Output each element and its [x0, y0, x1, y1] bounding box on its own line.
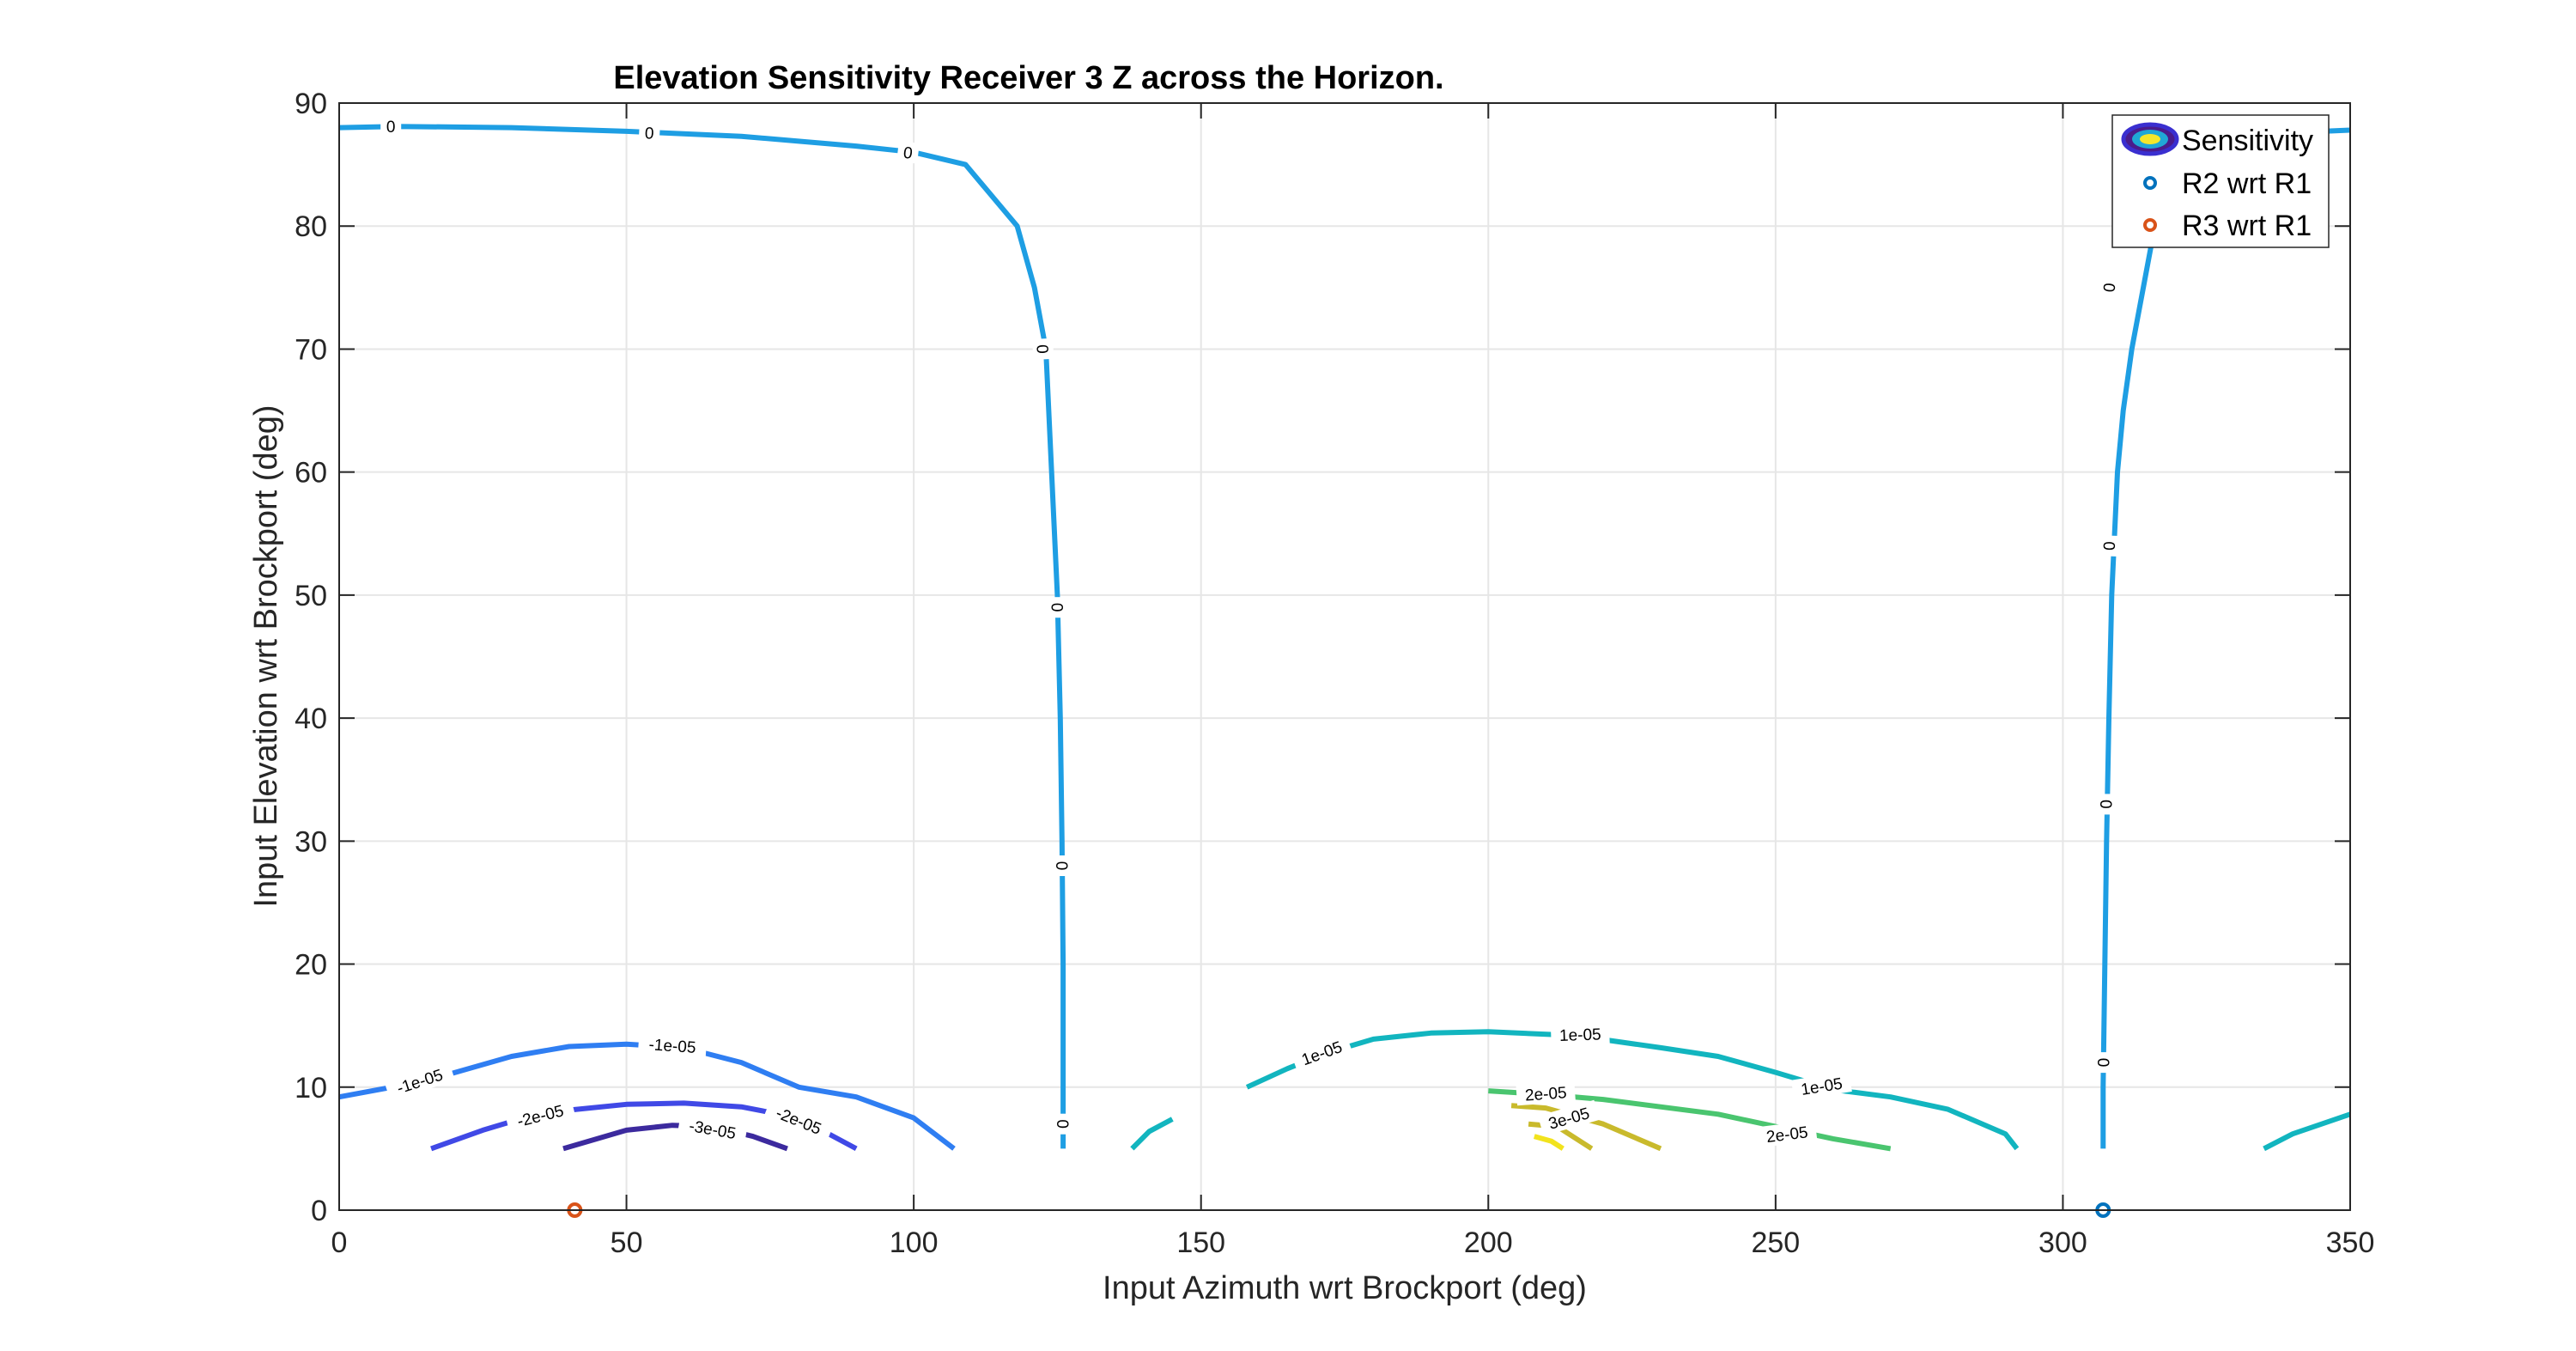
contour-label-1e-05: -1e-05 — [637, 1032, 708, 1058]
x-tick-label: 200 — [1464, 1226, 1513, 1259]
y-tick-label: 80 — [295, 210, 327, 243]
x-tick-label: 50 — [611, 1226, 643, 1259]
svg-text:0: 0 — [386, 119, 396, 137]
svg-text:0: 0 — [2101, 541, 2119, 551]
r3-marker-icon — [2143, 218, 2157, 232]
svg-text:0: 0 — [1053, 1119, 1071, 1129]
y-tick-label: 10 — [295, 1072, 327, 1105]
contour-label-0: 0 — [2097, 276, 2121, 299]
y-tick-label: 0 — [311, 1195, 327, 1227]
svg-text:2e-05: 2e-05 — [1765, 1123, 1809, 1147]
contour-label-0: 0 — [2093, 1052, 2114, 1074]
contour-label-2e-05: -2e-05 — [763, 1098, 835, 1143]
contour-label-2e-05: 2e-05 — [1756, 1120, 1818, 1148]
contour-labels: 0 0 0 0 0 0 0 0 0 0 0 -1e-05 -1e-05 -2e-05 -2e-05 -3e-0… — [380, 116, 2121, 1148]
contour-line-1e-05 — [1245, 1029, 2020, 1151]
svg-text:0: 0 — [2099, 800, 2117, 809]
svg-text:2e-05: 2e-05 — [1524, 1084, 1567, 1105]
y-tick-label: 40 — [295, 703, 327, 735]
legend-item-r3: R3 wrt R1 — [2143, 210, 2312, 242]
legend-item-sensitivity: Sensitivity — [2121, 122, 2313, 157]
legend: Sensitivity R2 wrt R1 R3 wrt R1 — [2111, 114, 2330, 248]
svg-text:-1e-05: -1e-05 — [648, 1036, 696, 1057]
contour-label-2e-05: -2e-05 — [504, 1097, 576, 1134]
svg-text:0: 0 — [1032, 344, 1051, 355]
contour-label-1e-05: 1e-05 — [1291, 1032, 1353, 1073]
grid-lines — [339, 103, 2350, 1210]
svg-text:0: 0 — [1052, 861, 1070, 871]
contour-lines — [338, 124, 2351, 1152]
contour-label-0: 0 — [2098, 535, 2120, 557]
svg-text:0: 0 — [2101, 283, 2120, 293]
contour-label-2e-05: 2e-05 — [1516, 1080, 1576, 1106]
x-tick-label: 350 — [2326, 1226, 2375, 1259]
legend-label-sensitivity: Sensitivity — [2182, 125, 2313, 157]
svg-text:1e-05: 1e-05 — [1559, 1025, 1601, 1045]
contour-label-0: 0 — [1032, 338, 1054, 361]
contour-line-1e-05 — [2263, 1111, 2351, 1152]
contour-label-0: 0 — [1047, 597, 1068, 618]
y-tick-label: 30 — [295, 825, 327, 858]
x-tick-label: 100 — [890, 1226, 939, 1259]
contour-line-4e-05 — [1533, 1134, 1564, 1151]
contour-label-0: 0 — [1051, 855, 1072, 876]
svg-text:-2e-05: -2e-05 — [515, 1102, 565, 1131]
contour-label-1e-05: 1e-05 — [1790, 1071, 1852, 1101]
svg-text:0: 0 — [1047, 603, 1065, 612]
y-tick-label: 20 — [295, 949, 327, 982]
contour-label-1e-05: -1e-05 — [384, 1060, 455, 1102]
contour-line-0 — [338, 124, 1066, 1149]
y-tick-label: 90 — [295, 88, 327, 120]
contour-label-0: 0 — [638, 121, 660, 144]
svg-text:0: 0 — [644, 125, 654, 143]
r2-marker-icon — [2143, 176, 2157, 190]
contour-line-1e-05 — [1130, 1117, 1174, 1151]
contour-label-1e-05: 1e-05 — [1550, 1023, 1610, 1046]
x-tick-label: 300 — [2038, 1226, 2087, 1259]
y-tick-label: 70 — [295, 333, 327, 366]
y-axis-label: Input Elevation wrt Brockport (deg) — [248, 405, 284, 907]
contour-label-0: 0 — [896, 140, 920, 164]
legend-label-r3: R3 wrt R1 — [2182, 210, 2312, 242]
svg-text:0: 0 — [2095, 1058, 2113, 1068]
svg-text:-3e-05: -3e-05 — [688, 1117, 738, 1143]
contour-line-0 — [2100, 127, 2351, 1149]
legend-item-r2: R2 wrt R1 — [2143, 167, 2312, 200]
contour-label-3e-05: -3e-05 — [677, 1112, 748, 1146]
y-tick-label: 60 — [295, 457, 327, 490]
y-axis-ticks: 0 10 20 30 40 50 60 70 80 90 — [295, 88, 2350, 1227]
contour-label-0: 0 — [1053, 1113, 1074, 1135]
contour-label-3e-05: 3e-05 — [1538, 1099, 1600, 1136]
x-axis-ticks: 0 50 100 150 200 250 300 350 — [331, 103, 2375, 1259]
x-tick-label: 250 — [1751, 1226, 1800, 1259]
y-tick-label: 50 — [295, 580, 327, 612]
x-tick-label: 150 — [1176, 1226, 1225, 1259]
plot-frame — [338, 102, 2351, 1211]
contour-label-0: 0 — [2095, 794, 2117, 815]
x-axis-label: Input Azimuth wrt Brockport (deg) — [1103, 1270, 1587, 1306]
legend-label-r2: R2 wrt R1 — [2182, 167, 2312, 200]
chart-title: Elevation Sensitivity Receiver 3 Z acros… — [613, 60, 1443, 96]
contour-swatch-icon — [2121, 122, 2179, 156]
svg-text:0: 0 — [902, 144, 914, 163]
contour-label-0: 0 — [380, 116, 402, 137]
contour-line-1e-05 — [338, 1041, 956, 1151]
x-tick-label: 0 — [331, 1226, 348, 1259]
contour-line-3e-05 — [562, 1123, 788, 1152]
